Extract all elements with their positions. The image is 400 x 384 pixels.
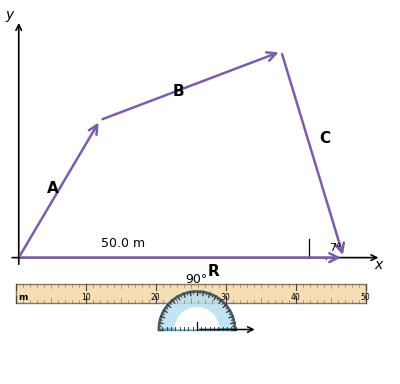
Text: B: B <box>172 84 184 99</box>
Text: 50.0 m: 50.0 m <box>101 237 145 250</box>
Text: 40: 40 <box>291 293 300 302</box>
Polygon shape <box>174 307 219 329</box>
Text: 10: 10 <box>81 293 90 302</box>
Text: 7°: 7° <box>329 243 342 253</box>
Text: A: A <box>47 181 59 196</box>
Text: R: R <box>208 264 220 279</box>
Text: 30: 30 <box>221 293 230 302</box>
Text: 20: 20 <box>151 293 160 302</box>
Polygon shape <box>158 291 236 329</box>
Text: 50: 50 <box>361 293 370 302</box>
Text: m: m <box>18 293 28 301</box>
Text: y: y <box>5 8 14 22</box>
Text: 90°: 90° <box>186 273 208 286</box>
Text: C: C <box>320 131 330 146</box>
Text: x: x <box>374 258 382 272</box>
Polygon shape <box>16 284 366 303</box>
